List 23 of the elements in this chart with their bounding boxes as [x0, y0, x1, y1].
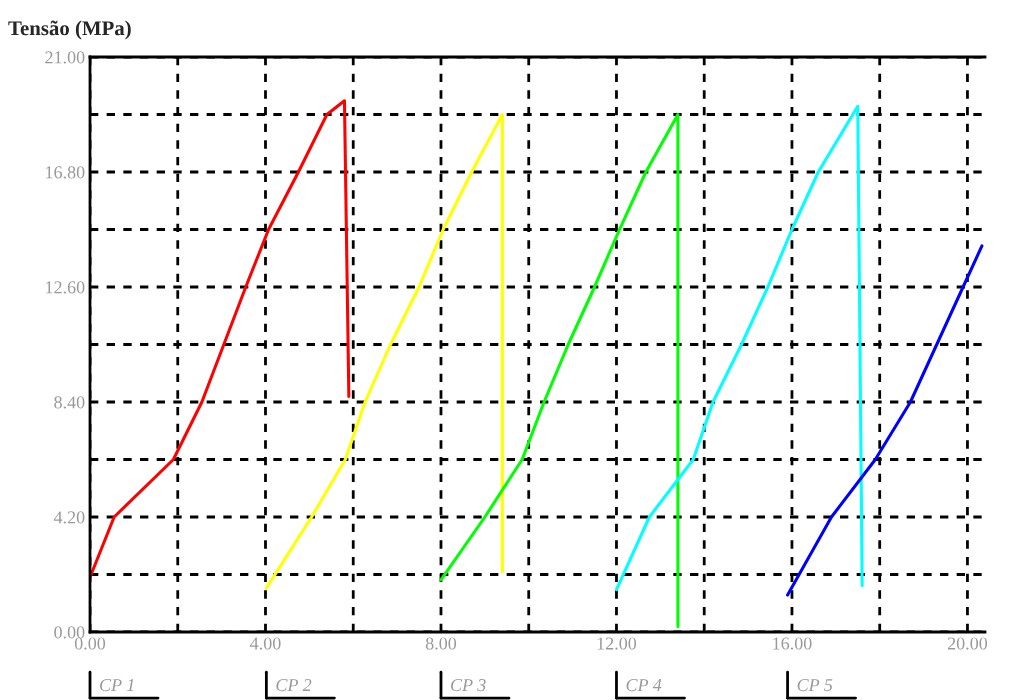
- line-series: [264, 112, 504, 590]
- x-tick-label: 20.00: [947, 637, 988, 650]
- text: CP 2: [276, 679, 312, 692]
- text: CP 5: [797, 679, 833, 692]
- text: CP 4: [626, 679, 662, 692]
- text: CP 3: [451, 679, 486, 692]
- x-tick-label: 8.00: [425, 637, 457, 650]
- y-tick-label: 4.20: [53, 511, 85, 524]
- line-series: [439, 112, 680, 629]
- y-axis-title: Tensão (MPa): [8, 20, 131, 40]
- line-series: [786, 244, 984, 597]
- x-tick-label: 16.00: [773, 637, 812, 650]
- line-series: [614, 104, 864, 592]
- y-tick-label: 8.40: [54, 396, 85, 409]
- y-tick-label: 12.60: [46, 281, 85, 294]
- y-tick-label: 16.80: [46, 166, 85, 179]
- y-tick-label: 0.00: [54, 626, 85, 639]
- x-tick-label: 4.00: [250, 637, 281, 650]
- x-tick-label: 0.00: [74, 637, 106, 650]
- text: CP 1: [100, 679, 134, 692]
- y-tick-label: 21.00: [45, 51, 85, 64]
- line-series: [90, 99, 351, 579]
- x-tick-label: 12.00: [597, 637, 637, 650]
